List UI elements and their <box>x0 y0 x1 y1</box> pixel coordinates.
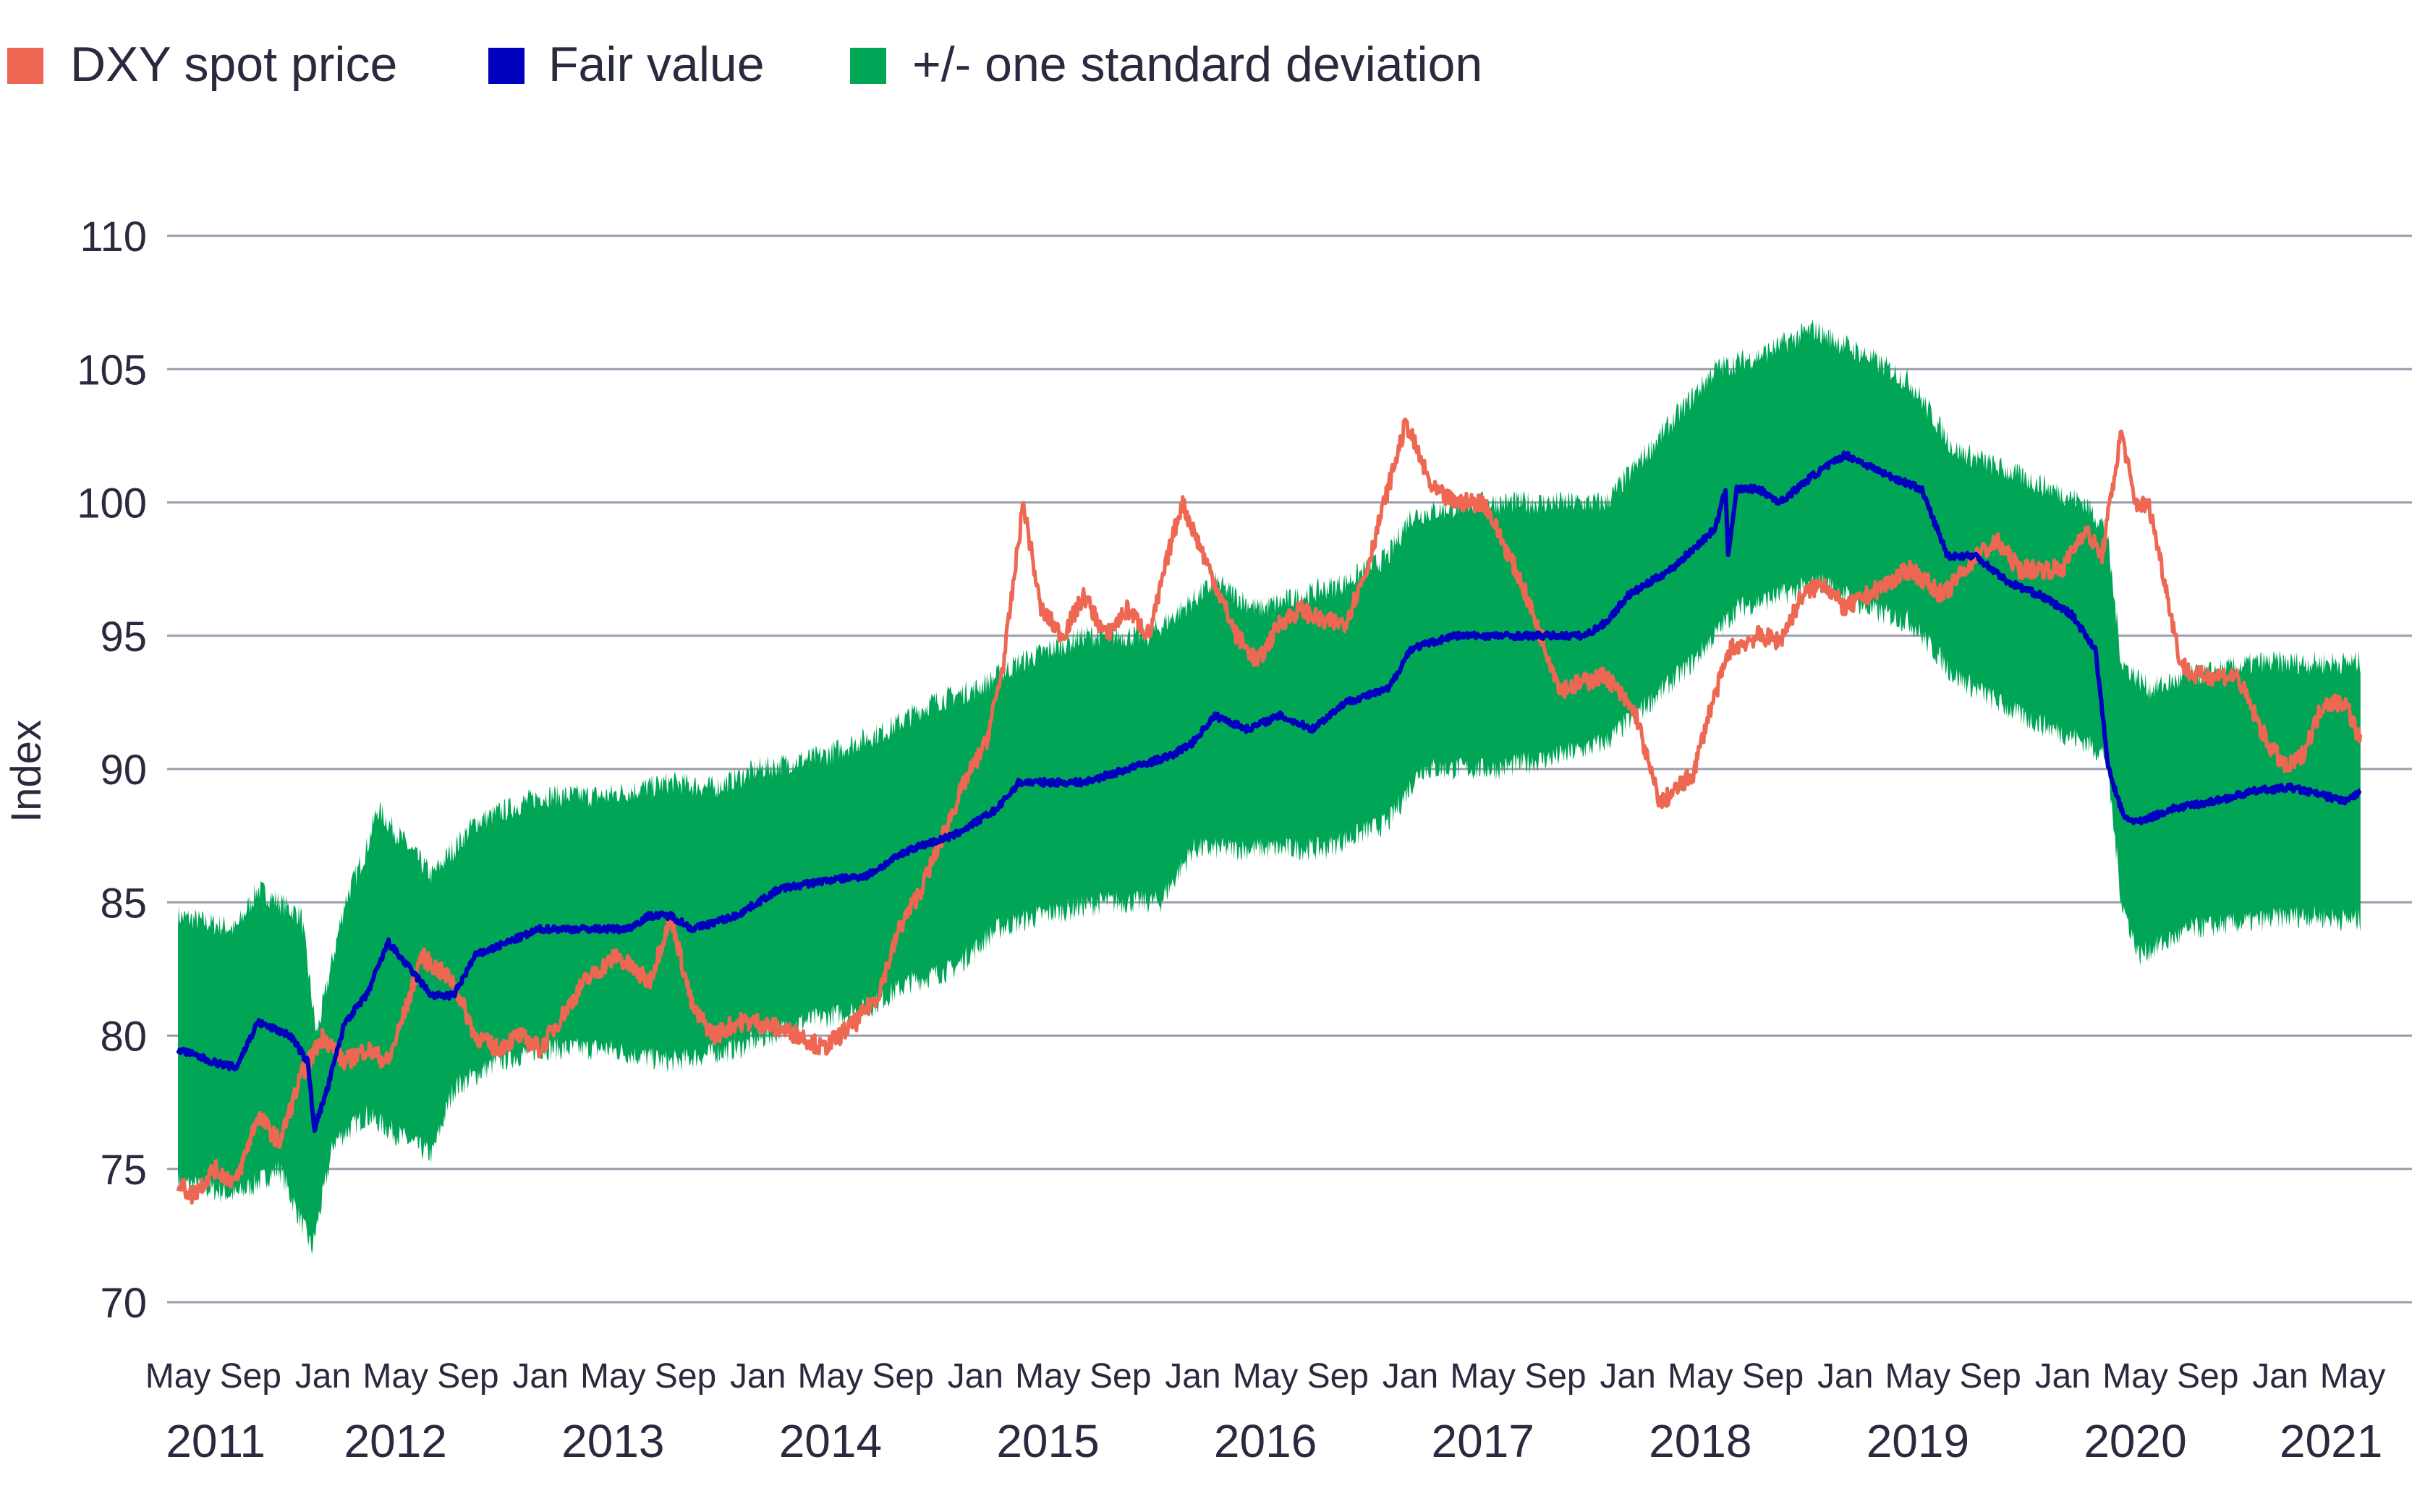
x-month-label: Jan <box>1817 1357 1873 1396</box>
x-month-label: Jan <box>2035 1357 2091 1396</box>
x-month-label: May <box>2320 1357 2386 1396</box>
y-tick-label: 70 <box>100 1280 147 1327</box>
x-month-label: May <box>145 1357 211 1396</box>
x-month-label: Jan <box>1165 1357 1220 1396</box>
y-tick-label: 110 <box>80 213 147 260</box>
x-month-label: May <box>1015 1357 1081 1396</box>
legend-swatch <box>850 48 886 84</box>
x-month-label: Jan <box>948 1357 1003 1396</box>
y-tick-label: 95 <box>100 613 147 661</box>
x-month-label: Sep <box>1307 1357 1369 1396</box>
x-month-label: May <box>1450 1357 1516 1396</box>
x-year-label: 2020 <box>2084 1415 2186 1467</box>
x-month-label: Sep <box>437 1357 498 1396</box>
x-month-label: May <box>580 1357 646 1396</box>
legend-label: Fair value <box>548 37 765 92</box>
y-axis-ticks: 70 75 80 85 90 95 100 105 110 <box>77 213 147 1327</box>
y-tick-label: 75 <box>100 1147 147 1194</box>
x-year-label: 2011 <box>166 1415 266 1467</box>
x-month-label: Jan <box>1600 1357 1655 1396</box>
x-year-label: 2015 <box>996 1415 1099 1467</box>
x-year-label: 2018 <box>1649 1415 1751 1467</box>
legend-swatch <box>488 48 525 84</box>
x-year-label: 2014 <box>779 1415 882 1467</box>
x-month-label: Jan <box>2252 1357 2308 1396</box>
x-month-label: Sep <box>2177 1357 2238 1396</box>
x-month-label: Jan <box>295 1357 351 1396</box>
y-tick-label: 105 <box>77 347 147 394</box>
x-month-label: Sep <box>1742 1357 1804 1396</box>
y-tick-label: 100 <box>77 480 147 527</box>
x-year-label: 2012 <box>344 1415 447 1467</box>
x-month-label: May <box>1233 1357 1299 1396</box>
legend: DXY spot price Fair value +/- one standard… <box>7 37 1482 92</box>
dxy-spot-line <box>176 417 2363 1205</box>
x-month-label: Sep <box>1959 1357 2021 1396</box>
legend-label: DXY spot price <box>70 37 397 92</box>
x-axis-ticks: May Sep Jan May Sep Jan May Sep Jan May Sep Jan May S… <box>145 1357 2386 1467</box>
x-month-label: Jan <box>512 1357 568 1396</box>
x-month-label: Sep <box>220 1357 281 1396</box>
y-tick-label: 80 <box>100 1014 147 1061</box>
x-month-label: May <box>798 1357 864 1396</box>
x-month-label: May <box>1668 1357 1733 1396</box>
std-dev-band-area <box>178 319 2361 1255</box>
x-month-label: Sep <box>655 1357 716 1396</box>
x-year-label: 2019 <box>1867 1415 1969 1467</box>
x-month-label: May <box>362 1357 428 1396</box>
std-dev-band <box>178 319 2361 1255</box>
y-tick-label: 85 <box>100 880 147 927</box>
x-month-label: Sep <box>1090 1357 1151 1396</box>
x-year-label: 2017 <box>1432 1415 1534 1467</box>
x-month-label: May <box>2102 1357 2168 1396</box>
x-year-label: 2021 <box>2280 1415 2382 1467</box>
legend-swatch <box>7 48 43 84</box>
x-month-label: Jan <box>730 1357 786 1396</box>
series-lines <box>176 417 2363 1205</box>
x-month-label: Sep <box>1524 1357 1586 1396</box>
y-tick-label: 90 <box>100 747 147 794</box>
x-month-label: May <box>1885 1357 1951 1396</box>
x-year-label: 2016 <box>1214 1415 1317 1467</box>
y-axis-label: Index <box>3 720 50 823</box>
legend-label: +/- one standard deviation <box>912 37 1482 92</box>
x-month-label: Jan <box>1383 1357 1438 1396</box>
x-year-label: 2013 <box>561 1415 664 1467</box>
x-month-label: Sep <box>872 1357 933 1396</box>
fair-value-line <box>176 450 2362 1133</box>
